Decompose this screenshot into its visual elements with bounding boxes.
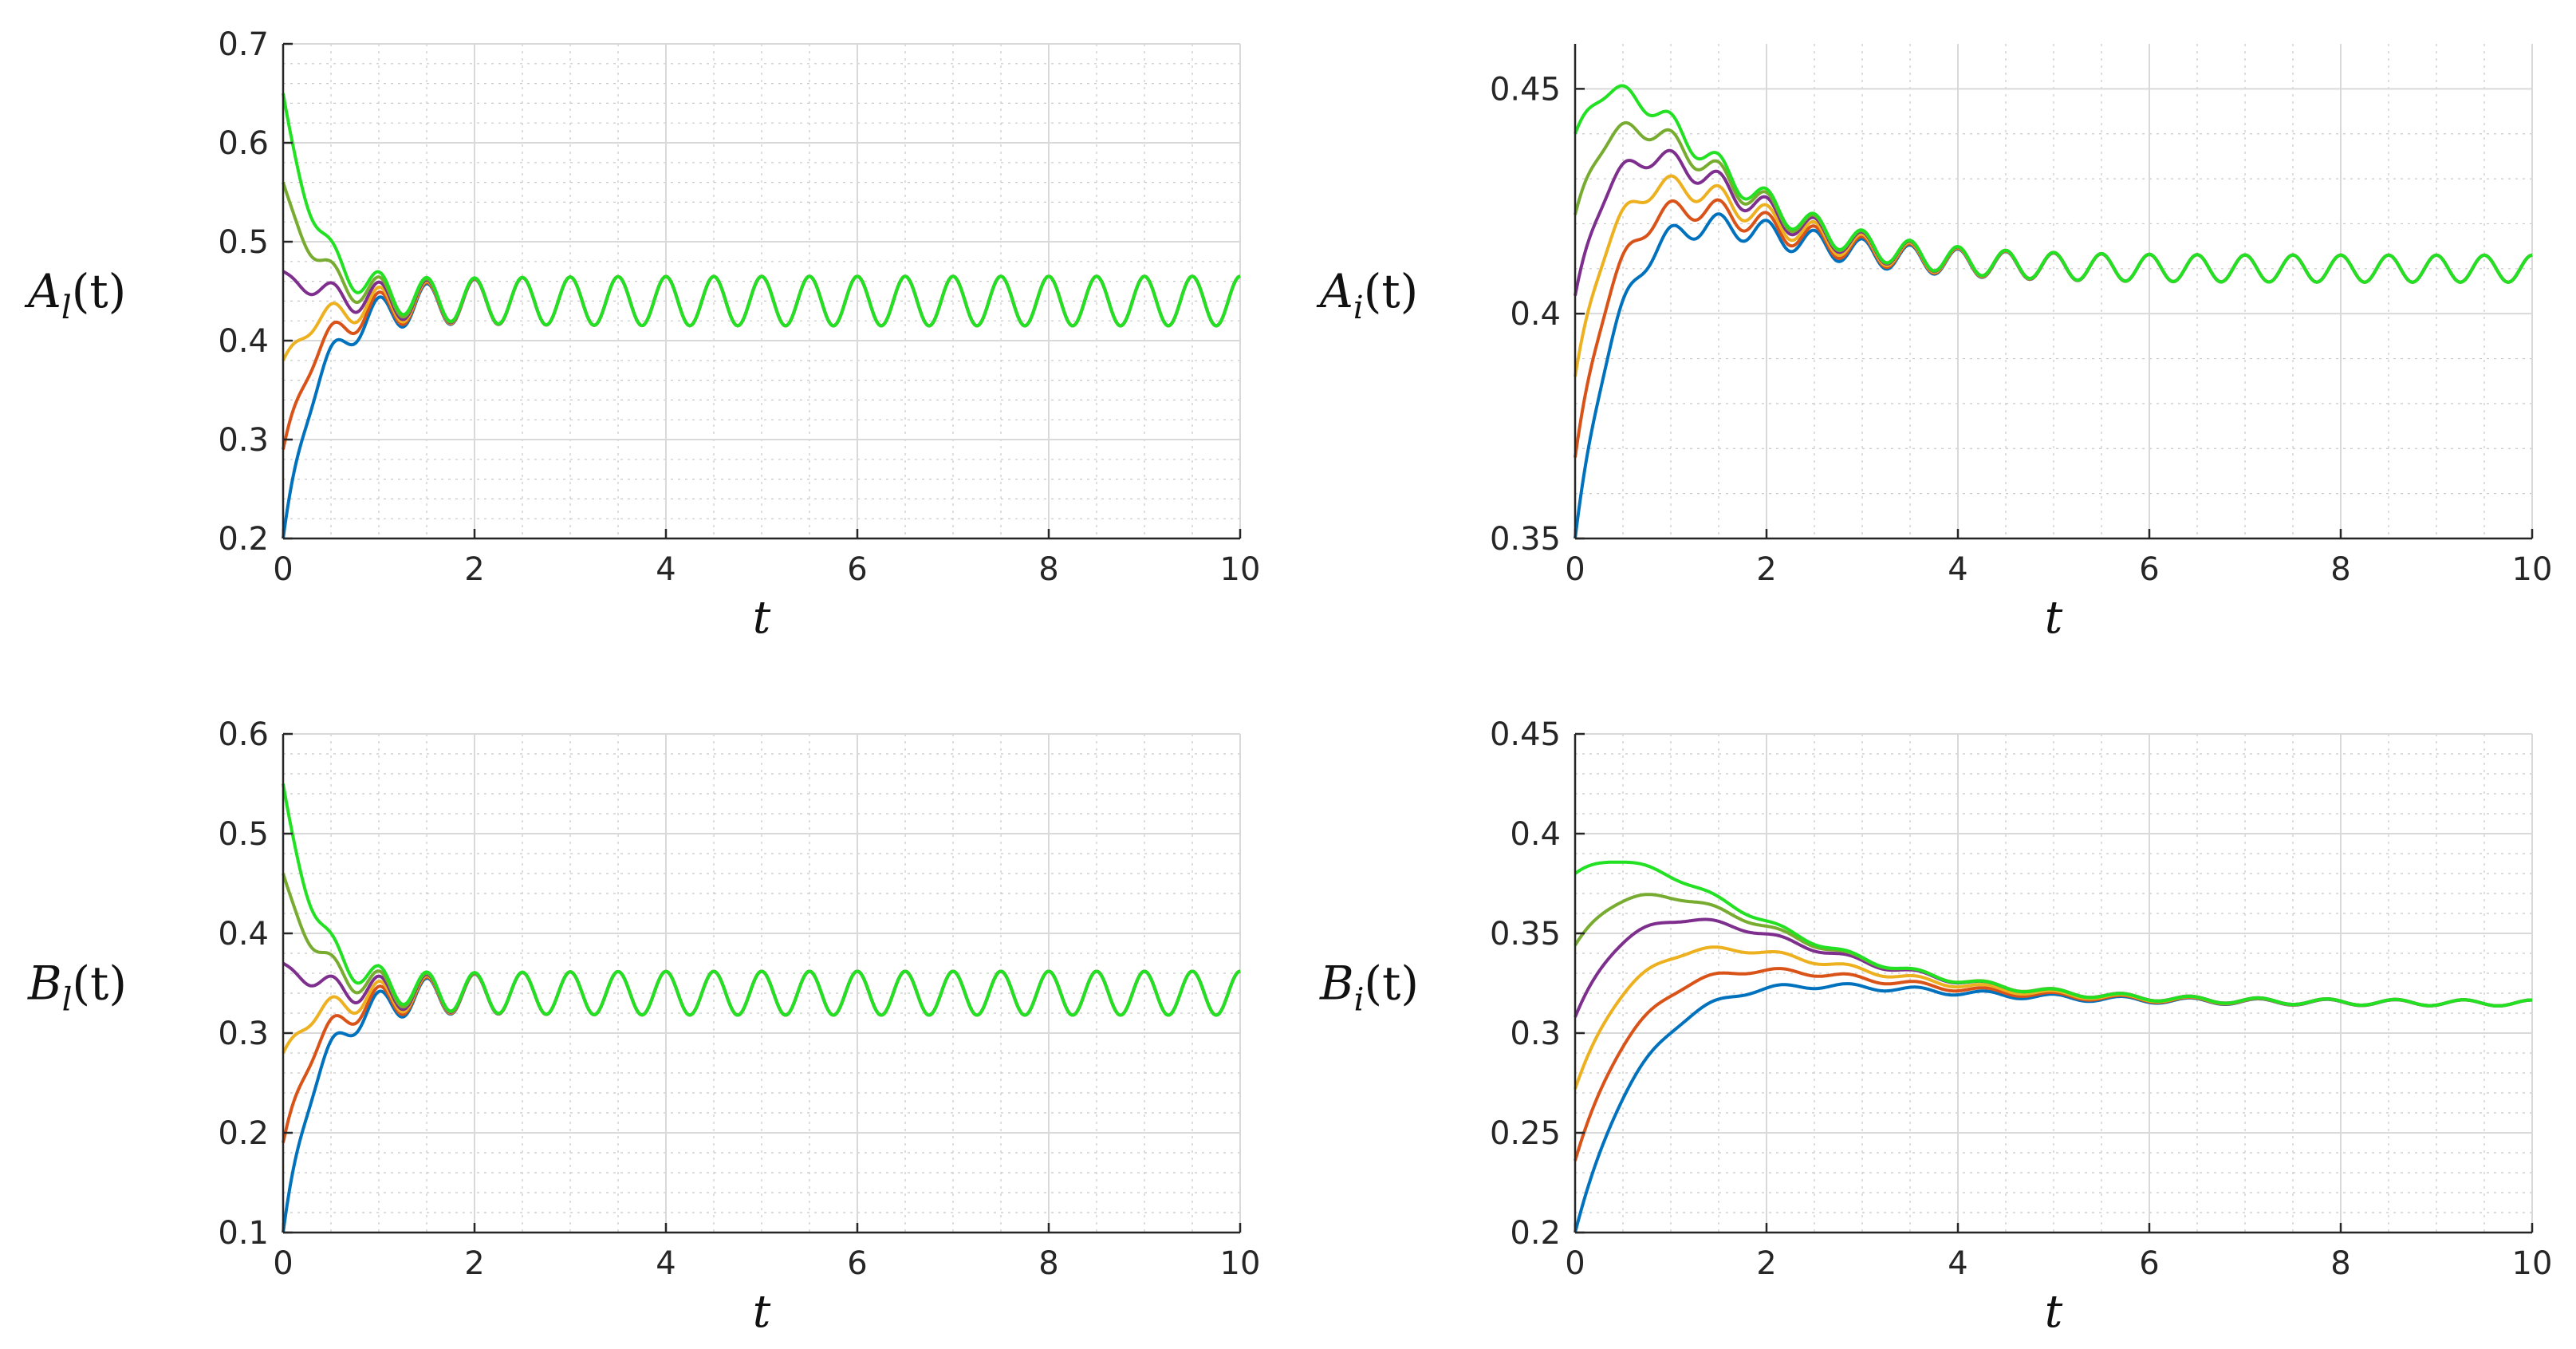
series-line-6 xyxy=(1574,860,2533,1008)
x-tick-label: 0 xyxy=(273,1245,293,1282)
y-tick-label: 0.4 xyxy=(1510,816,1561,853)
x-tick-label: 6 xyxy=(847,551,867,588)
y-tick-label: 0.4 xyxy=(218,916,269,953)
y-tick-label: 0.7 xyxy=(218,26,269,63)
series-line-2 xyxy=(282,274,1241,450)
y-tick-label: 0.6 xyxy=(218,125,269,162)
series-line-6 xyxy=(282,783,1241,1017)
series-line-6 xyxy=(282,93,1241,328)
y-axis-label: Bl(t) xyxy=(27,957,127,1019)
series-line-3 xyxy=(1574,945,2533,1090)
x-tick-label: 4 xyxy=(656,551,676,588)
y-axis-label: Al(t) xyxy=(24,264,126,326)
chart-Bl: 0 2 4 6 8 10 0.1 0.2 0.3 0.4 0.5 0.6 t Bl(t) xyxy=(27,716,1260,1338)
x-tick-label: 10 xyxy=(2512,1245,2553,1282)
x-tick-label: 2 xyxy=(464,1245,484,1282)
x-tick-label: 10 xyxy=(2512,551,2553,588)
x-tick-label: 4 xyxy=(656,1245,676,1282)
x-axis-label: t xyxy=(753,592,771,644)
x-tick-label: 4 xyxy=(1948,551,1967,588)
x-tick-label: 0 xyxy=(1565,551,1585,588)
y-tick-label: 0.35 xyxy=(1490,521,1561,558)
x-tick-label: 6 xyxy=(2139,1245,2159,1282)
x-tick-label: 0 xyxy=(1565,1245,1585,1282)
x-tick-label: 2 xyxy=(464,551,484,588)
x-tick-label: 6 xyxy=(2139,551,2159,588)
series-line-6 xyxy=(1574,84,2533,284)
x-tick-label: 6 xyxy=(847,1245,867,1282)
y-tick-label: 0.3 xyxy=(218,1016,269,1052)
y-tick-label: 0.4 xyxy=(1510,296,1561,333)
series-line-3 xyxy=(282,969,1241,1054)
x-axis-label: t xyxy=(753,1286,771,1338)
y-tick-label: 0.2 xyxy=(1510,1215,1561,1252)
y-tick-label: 0.5 xyxy=(218,816,269,853)
x-tick-label: 2 xyxy=(1756,1245,1776,1282)
y-tick-label: 0.3 xyxy=(218,422,269,459)
y-tick-label: 0.45 xyxy=(1490,716,1561,753)
x-tick-label: 10 xyxy=(1220,551,1261,588)
y-tick-label: 0.1 xyxy=(218,1215,269,1252)
x-tick-label: 4 xyxy=(1948,1245,1967,1282)
x-tick-label: 8 xyxy=(1038,1245,1058,1282)
chart-Bi: 0 2 4 6 8 10 0.2 0.25 0.3 0.35 0.4 0.45 t Bi(t) xyxy=(1319,716,2552,1338)
x-tick-label: 8 xyxy=(2330,551,2350,588)
y-tick-label: 0.25 xyxy=(1490,1115,1561,1152)
x-axis-label: t xyxy=(2045,1286,2063,1338)
y-tick-label: 0.2 xyxy=(218,521,269,558)
x-tick-label: 2 xyxy=(1756,551,1776,588)
chart-Al: 0 2 4 6 8 10 0.2 0.3 0.4 0.5 0.6 0.7 t Al(t) xyxy=(24,26,1260,644)
x-axis-label: t xyxy=(2045,592,2063,644)
y-axis-label: Ai(t) xyxy=(1316,264,1418,326)
x-tick-label: 8 xyxy=(1038,551,1058,588)
y-tick-label: 0.4 xyxy=(218,323,269,360)
y-tick-label: 0.6 xyxy=(218,716,269,753)
y-tick-label: 0.5 xyxy=(218,224,269,261)
y-axis-label: Bi(t) xyxy=(1319,957,1419,1019)
x-tick-label: 10 xyxy=(1220,1245,1261,1282)
chart-Ai: 0 2 4 6 8 10 0.35 0.4 0.45 t Ai(t) xyxy=(1316,44,2552,644)
y-tick-label: 0.2 xyxy=(218,1115,269,1152)
x-tick-label: 0 xyxy=(273,551,293,588)
y-tick-label: 0.3 xyxy=(1510,1016,1561,1052)
y-tick-label: 0.45 xyxy=(1490,71,1561,108)
y-tick-label: 0.35 xyxy=(1490,916,1561,953)
x-tick-label: 8 xyxy=(2330,1245,2350,1282)
